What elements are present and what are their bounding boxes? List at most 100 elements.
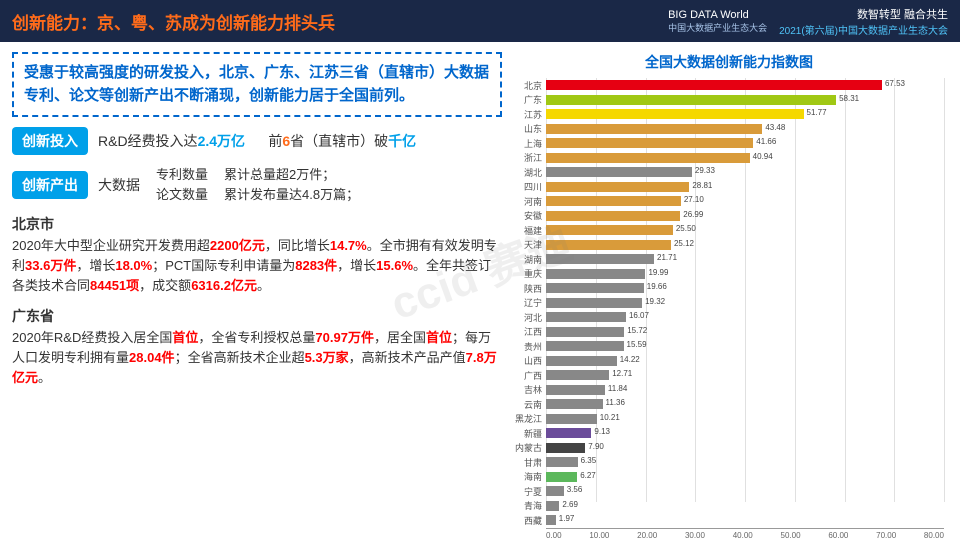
subtitle-line2: 2021(第六届)中国大数据产业生态大会 (779, 22, 948, 37)
bar (546, 414, 597, 424)
bar (546, 370, 609, 380)
bar-value: 21.71 (657, 253, 677, 262)
logo-block: BIG DATA World 中国大数据产业生态大会 (668, 9, 767, 34)
bar-row: 贵州15.59 (514, 339, 944, 354)
bar-row: 北京67.53 (514, 78, 944, 93)
bar-row: 海南6.27 (514, 470, 944, 485)
bar-label: 福建 (514, 224, 546, 237)
bar-label: 辽宁 (514, 296, 546, 309)
bar-label: 上海 (514, 137, 546, 150)
bar-row: 河南27.10 (514, 194, 944, 209)
chart-axis: 0.0010.0020.0030.0040.0050.0060.0070.008… (546, 528, 944, 544)
bar (546, 153, 750, 163)
bar-value: 10.21 (600, 413, 620, 422)
bar-chart: 北京67.53广东58.31江苏51.77山东43.48上海 41.66 浙江 40.… (514, 78, 944, 518)
bar (546, 138, 753, 148)
bar-label: 西藏 (514, 514, 546, 527)
bar-row: 河北 16.07 (514, 310, 944, 325)
guangdong-body: 2020年R&D经费投入居全国首位，全省专利授权总量70.97万件，居全国首位；… (12, 328, 502, 388)
bar-label: 重庆 (514, 267, 546, 280)
guangdong-title: 广东省 (12, 306, 502, 328)
logo-subtitle: 中国大数据产业生态大会 (668, 21, 767, 34)
header-subtitle: 数智转型 融合共生 2021(第六届)中国大数据产业生态大会 (779, 6, 948, 37)
bar-value: 19.99 (648, 268, 668, 277)
bar-row: 广东58.31 (514, 93, 944, 108)
bar (546, 80, 882, 90)
bar-value: 25.12 (674, 239, 694, 248)
bar-row: 上海 41.66 (514, 136, 944, 151)
bar (546, 283, 644, 293)
section-guangdong: 广东省 2020年R&D经费投入居全国首位，全省专利授权总量70.97万件，居全… (12, 306, 502, 388)
bar-row: 安徽26.99 (514, 209, 944, 224)
bar-label: 山西 (514, 354, 546, 367)
beijing-title: 北京市 (12, 214, 502, 236)
bar (546, 472, 577, 482)
subtitle-line1: 数智转型 融合共生 (779, 6, 948, 22)
beijing-body: 2020年大中型企业研究开发费用超2200亿元，同比增长14.7%。全市拥有有效… (12, 236, 502, 296)
bar-label: 甘肃 (514, 456, 546, 469)
bar-label: 青海 (514, 499, 546, 512)
bar-value: 40.94 (753, 152, 773, 161)
bar-value: 3.56 (567, 485, 583, 494)
bar-row: 山东43.48 (514, 122, 944, 137)
bar (546, 515, 556, 525)
bar-value: 9.13 (594, 427, 610, 436)
bar-label: 江苏 (514, 108, 546, 121)
bar (546, 109, 804, 119)
bar-row: 辽宁 19.32 (514, 296, 944, 311)
bar-value: 19.32 (645, 297, 665, 306)
left-column: 受惠于较高强度的研发投入，北京、广东、江苏三省（直辖市）大数据专利、论文等创新产… (12, 52, 502, 518)
bar (546, 327, 624, 337)
bar (546, 95, 836, 105)
bar-value: 6.35 (581, 456, 597, 465)
bar-value: 12.71 (612, 369, 632, 378)
bar (546, 124, 762, 134)
header: 创新能力：京、粤、苏成为创新能力排头兵 BIG DATA World 中国大数据… (0, 0, 960, 42)
bar-row: 吉林11.84 (514, 383, 944, 398)
bar-label: 新疆 (514, 427, 546, 440)
bar (546, 428, 591, 438)
bar-row: 湖南 21.71 (514, 252, 944, 267)
bar-row: 宁夏3.56 (514, 484, 944, 499)
bar (546, 225, 673, 235)
bar-label: 河南 (514, 195, 546, 208)
bar-value: 7.90 (588, 442, 604, 451)
bar-value: 19.66 (647, 282, 667, 291)
intro-box: 受惠于较高强度的研发投入，北京、广东、江苏三省（直辖市）大数据专利、论文等创新产… (12, 52, 502, 117)
bar-label: 安徽 (514, 209, 546, 222)
bar-label: 浙江 (514, 151, 546, 164)
bar-label: 湖北 (514, 166, 546, 179)
bar (546, 486, 564, 496)
bar-label: 河北 (514, 311, 546, 324)
bar-value: 16.07 (629, 311, 649, 320)
right-column: 全国大数据创新能力指数图 北京67.53广东58.31江苏51.77山东43.4… (514, 52, 944, 518)
bar (546, 182, 689, 192)
bar (546, 196, 681, 206)
bar-label: 湖南 (514, 253, 546, 266)
bar (546, 240, 671, 250)
bar-value: 29.33 (695, 166, 715, 175)
bar-row: 新疆 9.13 (514, 426, 944, 441)
investment-text: R&D经费投入达2.4万亿 前6省（直辖市）破千亿 (98, 131, 416, 151)
bar-label: 广东 (514, 93, 546, 106)
bar-value: 15.72 (627, 326, 647, 335)
output-text: 大数据 专利数量 论文数量 累计总量超2万件； 累计发布量达4.8万篇； (98, 165, 359, 204)
bar (546, 356, 617, 366)
logo-area: BIG DATA World 中国大数据产业生态大会 数智转型 融合共生 202… (668, 6, 948, 37)
bar-label: 四川 (514, 180, 546, 193)
bar-label: 贵州 (514, 340, 546, 353)
bar-row: 山西14.22 (514, 354, 944, 369)
bar-row: 内蒙古7.90 (514, 441, 944, 456)
bar-row: 江苏51.77 (514, 107, 944, 122)
bar-label: 天津 (514, 238, 546, 251)
bar-value: 67.53 (885, 79, 905, 88)
bar-row: 甘肃 6.35 (514, 455, 944, 470)
bar-label: 黑龙江 (514, 412, 546, 425)
bar-row: 陕西19.66 (514, 281, 944, 296)
bar-row: 云南11.36 (514, 397, 944, 412)
tag-output: 创新产出 (12, 171, 88, 199)
bar-label: 广西 (514, 369, 546, 382)
tag-investment: 创新投入 (12, 127, 88, 155)
bar-label: 山东 (514, 122, 546, 135)
bar-value: 41.66 (756, 137, 776, 146)
